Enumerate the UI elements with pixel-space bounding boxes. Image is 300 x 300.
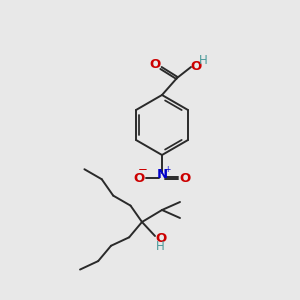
Text: −: − bbox=[138, 164, 148, 176]
Text: H: H bbox=[199, 53, 207, 67]
Text: O: O bbox=[134, 172, 145, 185]
Text: O: O bbox=[149, 58, 161, 71]
Text: +: + bbox=[164, 164, 170, 173]
Text: O: O bbox=[155, 232, 167, 244]
Text: O: O bbox=[179, 172, 191, 185]
Text: N: N bbox=[156, 167, 168, 181]
Text: H: H bbox=[156, 241, 164, 254]
Text: O: O bbox=[190, 59, 202, 73]
